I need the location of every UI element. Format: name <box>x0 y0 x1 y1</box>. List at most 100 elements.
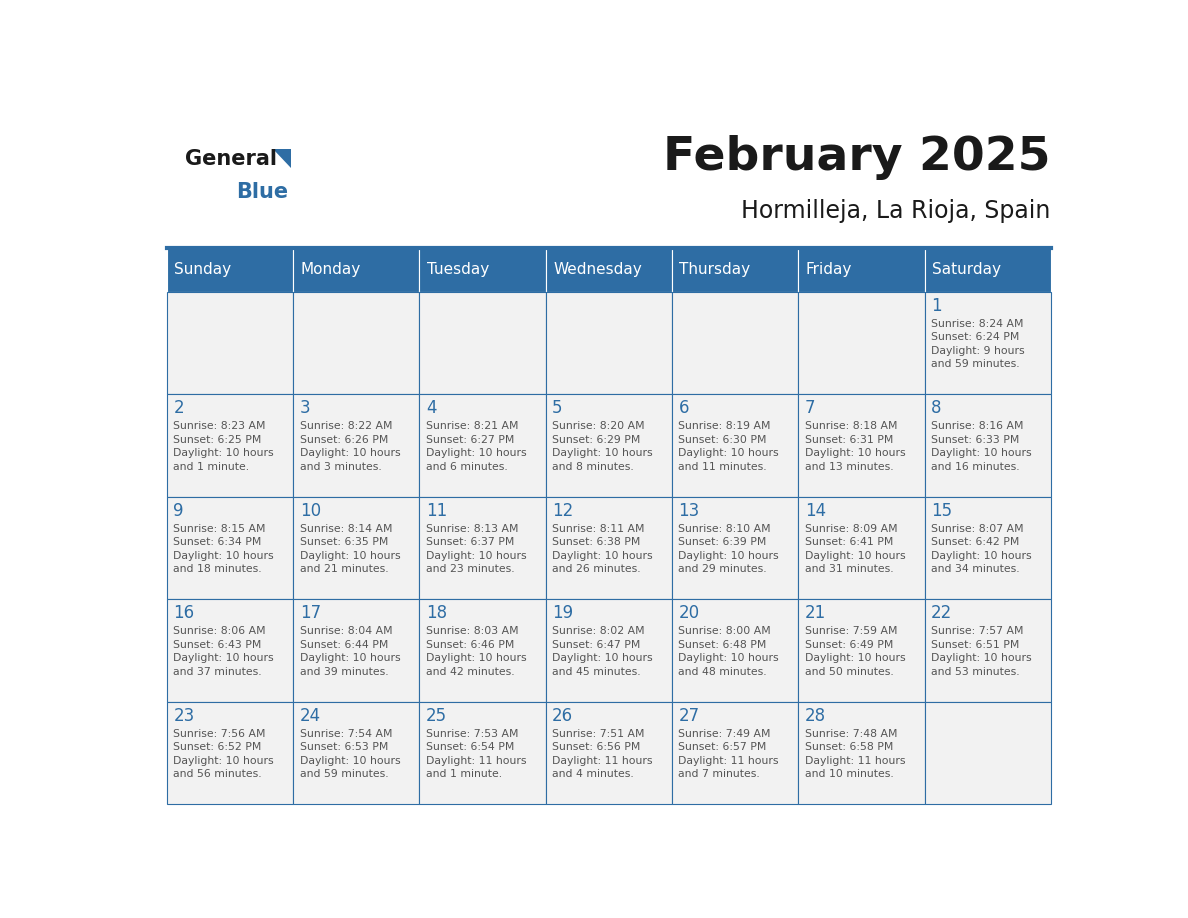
Bar <box>545 701 672 804</box>
Text: 1: 1 <box>931 297 942 315</box>
Text: General: General <box>185 149 277 169</box>
Bar <box>166 701 293 804</box>
Bar <box>924 395 1051 497</box>
Text: Sunrise: 8:22 AM
Sunset: 6:26 PM
Daylight: 10 hours
and 3 minutes.: Sunrise: 8:22 AM Sunset: 6:26 PM Dayligh… <box>299 421 400 472</box>
Text: Thursday: Thursday <box>680 263 751 277</box>
Text: Sunrise: 8:09 AM
Sunset: 6:41 PM
Daylight: 10 hours
and 31 minutes.: Sunrise: 8:09 AM Sunset: 6:41 PM Dayligh… <box>804 523 905 575</box>
Bar <box>798 248 924 292</box>
Bar <box>798 497 924 599</box>
Bar <box>798 701 924 804</box>
Text: Sunrise: 7:56 AM
Sunset: 6:52 PM
Daylight: 10 hours
and 56 minutes.: Sunrise: 7:56 AM Sunset: 6:52 PM Dayligh… <box>173 729 274 779</box>
Bar <box>545 497 672 599</box>
Bar <box>293 395 419 497</box>
Polygon shape <box>273 149 291 168</box>
Text: Saturday: Saturday <box>931 263 1000 277</box>
Text: 25: 25 <box>425 707 447 724</box>
Text: Sunrise: 8:14 AM
Sunset: 6:35 PM
Daylight: 10 hours
and 21 minutes.: Sunrise: 8:14 AM Sunset: 6:35 PM Dayligh… <box>299 523 400 575</box>
Text: Sunrise: 8:16 AM
Sunset: 6:33 PM
Daylight: 10 hours
and 16 minutes.: Sunrise: 8:16 AM Sunset: 6:33 PM Dayligh… <box>931 421 1031 472</box>
Text: 20: 20 <box>678 604 700 622</box>
Text: 24: 24 <box>299 707 321 724</box>
Bar <box>924 292 1051 395</box>
Bar <box>166 599 293 701</box>
Text: 7: 7 <box>804 399 815 418</box>
Text: Sunrise: 8:06 AM
Sunset: 6:43 PM
Daylight: 10 hours
and 37 minutes.: Sunrise: 8:06 AM Sunset: 6:43 PM Dayligh… <box>173 626 274 677</box>
Text: Sunrise: 7:57 AM
Sunset: 6:51 PM
Daylight: 10 hours
and 53 minutes.: Sunrise: 7:57 AM Sunset: 6:51 PM Dayligh… <box>931 626 1031 677</box>
Text: 13: 13 <box>678 502 700 520</box>
Text: Sunrise: 7:59 AM
Sunset: 6:49 PM
Daylight: 10 hours
and 50 minutes.: Sunrise: 7:59 AM Sunset: 6:49 PM Dayligh… <box>804 626 905 677</box>
Text: 18: 18 <box>425 604 447 622</box>
Bar <box>672 248 798 292</box>
Text: 21: 21 <box>804 604 826 622</box>
Bar <box>924 497 1051 599</box>
Text: Sunrise: 8:20 AM
Sunset: 6:29 PM
Daylight: 10 hours
and 8 minutes.: Sunrise: 8:20 AM Sunset: 6:29 PM Dayligh… <box>552 421 652 472</box>
Bar <box>798 292 924 395</box>
Text: 23: 23 <box>173 707 195 724</box>
Text: 12: 12 <box>552 502 574 520</box>
Bar <box>419 701 545 804</box>
Text: Sunrise: 8:03 AM
Sunset: 6:46 PM
Daylight: 10 hours
and 42 minutes.: Sunrise: 8:03 AM Sunset: 6:46 PM Dayligh… <box>425 626 526 677</box>
Bar <box>924 701 1051 804</box>
Text: Sunrise: 7:48 AM
Sunset: 6:58 PM
Daylight: 11 hours
and 10 minutes.: Sunrise: 7:48 AM Sunset: 6:58 PM Dayligh… <box>804 729 905 779</box>
Text: 3: 3 <box>299 399 310 418</box>
Text: Sunrise: 8:11 AM
Sunset: 6:38 PM
Daylight: 10 hours
and 26 minutes.: Sunrise: 8:11 AM Sunset: 6:38 PM Dayligh… <box>552 523 652 575</box>
Bar <box>672 395 798 497</box>
Text: Friday: Friday <box>805 263 852 277</box>
Text: 17: 17 <box>299 604 321 622</box>
Text: Blue: Blue <box>236 183 289 202</box>
Text: 22: 22 <box>931 604 953 622</box>
Text: Sunday: Sunday <box>175 263 232 277</box>
Text: Sunrise: 8:15 AM
Sunset: 6:34 PM
Daylight: 10 hours
and 18 minutes.: Sunrise: 8:15 AM Sunset: 6:34 PM Dayligh… <box>173 523 274 575</box>
Bar <box>419 599 545 701</box>
Text: Sunrise: 8:10 AM
Sunset: 6:39 PM
Daylight: 10 hours
and 29 minutes.: Sunrise: 8:10 AM Sunset: 6:39 PM Dayligh… <box>678 523 779 575</box>
Bar <box>419 248 545 292</box>
Bar <box>924 599 1051 701</box>
Text: 2: 2 <box>173 399 184 418</box>
Bar <box>545 248 672 292</box>
Text: 8: 8 <box>931 399 941 418</box>
Text: Sunrise: 8:07 AM
Sunset: 6:42 PM
Daylight: 10 hours
and 34 minutes.: Sunrise: 8:07 AM Sunset: 6:42 PM Dayligh… <box>931 523 1031 575</box>
Text: Wednesday: Wednesday <box>554 263 642 277</box>
Text: Sunrise: 8:18 AM
Sunset: 6:31 PM
Daylight: 10 hours
and 13 minutes.: Sunrise: 8:18 AM Sunset: 6:31 PM Dayligh… <box>804 421 905 472</box>
Text: 28: 28 <box>804 707 826 724</box>
Bar <box>924 248 1051 292</box>
Bar <box>293 292 419 395</box>
Text: Sunrise: 8:02 AM
Sunset: 6:47 PM
Daylight: 10 hours
and 45 minutes.: Sunrise: 8:02 AM Sunset: 6:47 PM Dayligh… <box>552 626 652 677</box>
Bar <box>545 292 672 395</box>
Bar <box>672 599 798 701</box>
Text: 10: 10 <box>299 502 321 520</box>
Text: Sunrise: 8:13 AM
Sunset: 6:37 PM
Daylight: 10 hours
and 23 minutes.: Sunrise: 8:13 AM Sunset: 6:37 PM Dayligh… <box>425 523 526 575</box>
Text: Sunrise: 8:23 AM
Sunset: 6:25 PM
Daylight: 10 hours
and 1 minute.: Sunrise: 8:23 AM Sunset: 6:25 PM Dayligh… <box>173 421 274 472</box>
Bar <box>672 292 798 395</box>
Text: Sunrise: 7:49 AM
Sunset: 6:57 PM
Daylight: 11 hours
and 7 minutes.: Sunrise: 7:49 AM Sunset: 6:57 PM Dayligh… <box>678 729 779 779</box>
Bar <box>293 599 419 701</box>
Bar <box>166 292 293 395</box>
Text: Sunrise: 7:54 AM
Sunset: 6:53 PM
Daylight: 10 hours
and 59 minutes.: Sunrise: 7:54 AM Sunset: 6:53 PM Dayligh… <box>299 729 400 779</box>
Bar <box>672 497 798 599</box>
Text: 6: 6 <box>678 399 689 418</box>
Bar <box>798 395 924 497</box>
Text: 9: 9 <box>173 502 184 520</box>
Bar <box>166 395 293 497</box>
Text: 5: 5 <box>552 399 563 418</box>
Text: Sunrise: 8:00 AM
Sunset: 6:48 PM
Daylight: 10 hours
and 48 minutes.: Sunrise: 8:00 AM Sunset: 6:48 PM Dayligh… <box>678 626 779 677</box>
Bar <box>293 701 419 804</box>
Bar <box>166 248 293 292</box>
Text: February 2025: February 2025 <box>663 135 1051 180</box>
Bar <box>419 497 545 599</box>
Text: Hormilleja, La Rioja, Spain: Hormilleja, La Rioja, Spain <box>741 198 1051 222</box>
Text: 14: 14 <box>804 502 826 520</box>
Text: 26: 26 <box>552 707 574 724</box>
Text: 15: 15 <box>931 502 952 520</box>
Text: 16: 16 <box>173 604 195 622</box>
Text: Monday: Monday <box>301 263 361 277</box>
Bar <box>293 248 419 292</box>
Bar <box>419 292 545 395</box>
Bar <box>166 497 293 599</box>
Bar <box>798 599 924 701</box>
Bar <box>293 497 419 599</box>
Text: Sunrise: 7:51 AM
Sunset: 6:56 PM
Daylight: 11 hours
and 4 minutes.: Sunrise: 7:51 AM Sunset: 6:56 PM Dayligh… <box>552 729 652 779</box>
Text: Sunrise: 8:21 AM
Sunset: 6:27 PM
Daylight: 10 hours
and 6 minutes.: Sunrise: 8:21 AM Sunset: 6:27 PM Dayligh… <box>425 421 526 472</box>
Text: 11: 11 <box>425 502 447 520</box>
Bar <box>545 395 672 497</box>
Bar <box>419 395 545 497</box>
